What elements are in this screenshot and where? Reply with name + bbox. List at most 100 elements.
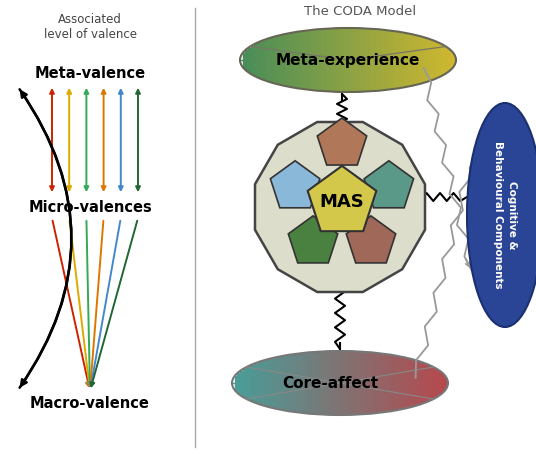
Bar (336, 351, 340, 415)
Text: Meta-valence: Meta-valence (34, 66, 146, 81)
Bar (284, 34, 287, 86)
Bar (349, 351, 353, 415)
Bar (308, 30, 312, 90)
Bar (327, 351, 331, 415)
Bar (385, 354, 389, 412)
Bar (415, 360, 419, 406)
Bar (292, 33, 296, 87)
Bar (314, 352, 318, 414)
Bar (273, 37, 277, 83)
Bar (295, 32, 299, 88)
Bar (297, 32, 301, 88)
Bar (347, 351, 351, 415)
Bar (379, 353, 383, 413)
Bar (407, 33, 411, 87)
Bar (423, 37, 427, 83)
Bar (451, 50, 454, 70)
Bar (448, 48, 451, 72)
Bar (396, 31, 399, 89)
Bar (390, 30, 394, 90)
Bar (349, 28, 353, 92)
Bar (295, 354, 299, 412)
Bar (339, 351, 343, 415)
Bar (281, 35, 285, 85)
Bar (259, 362, 263, 404)
Text: Meta-experience: Meta-experience (276, 52, 420, 67)
Bar (361, 352, 364, 415)
Bar (426, 364, 430, 402)
Bar (319, 352, 323, 415)
Bar (257, 363, 260, 403)
Bar (388, 354, 392, 412)
Bar (399, 32, 403, 88)
Bar (431, 366, 435, 400)
Bar (262, 361, 266, 405)
Bar (245, 50, 249, 70)
Polygon shape (346, 216, 396, 263)
Bar (251, 365, 255, 401)
Bar (303, 31, 307, 89)
Bar (358, 351, 361, 415)
Bar (352, 351, 356, 415)
Bar (440, 43, 443, 77)
Bar (385, 30, 389, 90)
Bar (248, 48, 252, 72)
Bar (366, 28, 369, 91)
Bar (245, 368, 249, 399)
Text: MAS: MAS (319, 193, 364, 211)
Bar (330, 28, 334, 91)
Bar (265, 360, 269, 406)
Bar (440, 371, 443, 395)
Bar (369, 352, 373, 414)
Bar (374, 353, 378, 413)
Bar (325, 351, 329, 415)
Bar (352, 28, 356, 92)
Bar (279, 357, 282, 410)
Bar (410, 359, 413, 407)
Bar (267, 359, 271, 407)
Polygon shape (255, 122, 425, 292)
Bar (314, 30, 317, 91)
Bar (333, 28, 337, 92)
Bar (254, 364, 258, 402)
Bar (407, 358, 411, 408)
Bar (338, 28, 342, 92)
Bar (251, 46, 255, 74)
Polygon shape (308, 166, 376, 231)
Bar (374, 29, 378, 91)
Ellipse shape (467, 103, 536, 327)
Bar (270, 359, 274, 407)
Bar (300, 353, 304, 413)
FancyArrowPatch shape (20, 91, 71, 388)
Bar (347, 28, 351, 92)
Bar (240, 371, 244, 395)
Bar (371, 29, 375, 91)
Bar (355, 28, 359, 92)
Bar (404, 33, 408, 87)
Bar (344, 351, 348, 415)
Polygon shape (308, 166, 376, 231)
Bar (379, 30, 383, 91)
Polygon shape (317, 118, 367, 165)
Polygon shape (364, 161, 414, 208)
Bar (404, 357, 408, 409)
Bar (429, 365, 433, 401)
Bar (377, 29, 381, 91)
Bar (270, 38, 274, 82)
Bar (442, 45, 446, 76)
Bar (322, 351, 326, 415)
Bar (281, 356, 285, 410)
Bar (423, 363, 427, 403)
Bar (256, 43, 260, 77)
Bar (421, 362, 425, 404)
Bar (292, 354, 296, 412)
Bar (262, 40, 265, 79)
Bar (437, 369, 441, 397)
Bar (410, 34, 413, 86)
Bar (396, 356, 400, 410)
Bar (437, 42, 441, 78)
Bar (366, 352, 370, 414)
Bar (333, 351, 337, 415)
Bar (369, 29, 372, 91)
Bar (325, 29, 329, 91)
